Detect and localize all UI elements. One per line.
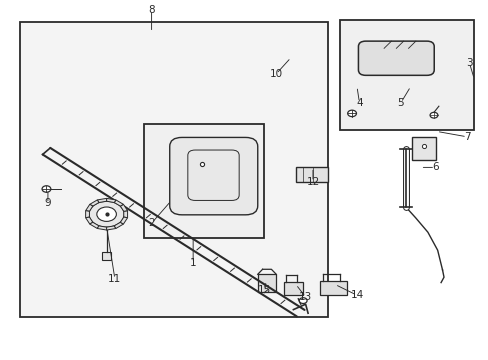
Circle shape: [347, 110, 356, 117]
Bar: [320, 281, 346, 295]
Bar: [339, 20, 473, 130]
Bar: [144, 124, 264, 238]
Text: 12: 12: [305, 177, 319, 187]
Bar: [257, 274, 276, 292]
Circle shape: [89, 201, 124, 227]
Text: 9: 9: [44, 198, 51, 208]
Polygon shape: [90, 222, 99, 229]
Text: 5: 5: [397, 98, 404, 108]
Text: 15: 15: [257, 285, 270, 295]
Text: 2: 2: [148, 218, 155, 228]
Text: 6: 6: [431, 162, 438, 172]
Circle shape: [97, 207, 116, 221]
Bar: [295, 167, 327, 182]
Polygon shape: [85, 204, 93, 211]
Text: 14: 14: [349, 290, 363, 300]
Polygon shape: [106, 226, 116, 230]
Polygon shape: [85, 211, 89, 218]
Polygon shape: [90, 200, 99, 206]
Polygon shape: [120, 217, 127, 224]
Bar: [411, 137, 435, 160]
Circle shape: [42, 186, 51, 192]
Polygon shape: [120, 204, 127, 211]
Circle shape: [429, 112, 437, 118]
Polygon shape: [85, 217, 93, 224]
Text: 1: 1: [189, 258, 196, 268]
Polygon shape: [97, 198, 106, 203]
Text: 3: 3: [465, 58, 472, 68]
Circle shape: [299, 298, 306, 303]
FancyBboxPatch shape: [169, 138, 257, 215]
Text: 11: 11: [108, 274, 122, 284]
Text: 4: 4: [355, 98, 362, 108]
Polygon shape: [106, 198, 116, 203]
Bar: [102, 252, 111, 260]
Bar: [283, 282, 303, 295]
Polygon shape: [114, 222, 123, 229]
Text: 13: 13: [298, 292, 312, 302]
FancyBboxPatch shape: [358, 41, 433, 75]
Text: 7: 7: [463, 132, 469, 142]
Text: 10: 10: [269, 69, 282, 79]
Text: 8: 8: [148, 5, 155, 15]
Polygon shape: [114, 200, 123, 206]
Bar: [20, 22, 327, 317]
Polygon shape: [123, 211, 127, 218]
Polygon shape: [97, 226, 106, 230]
